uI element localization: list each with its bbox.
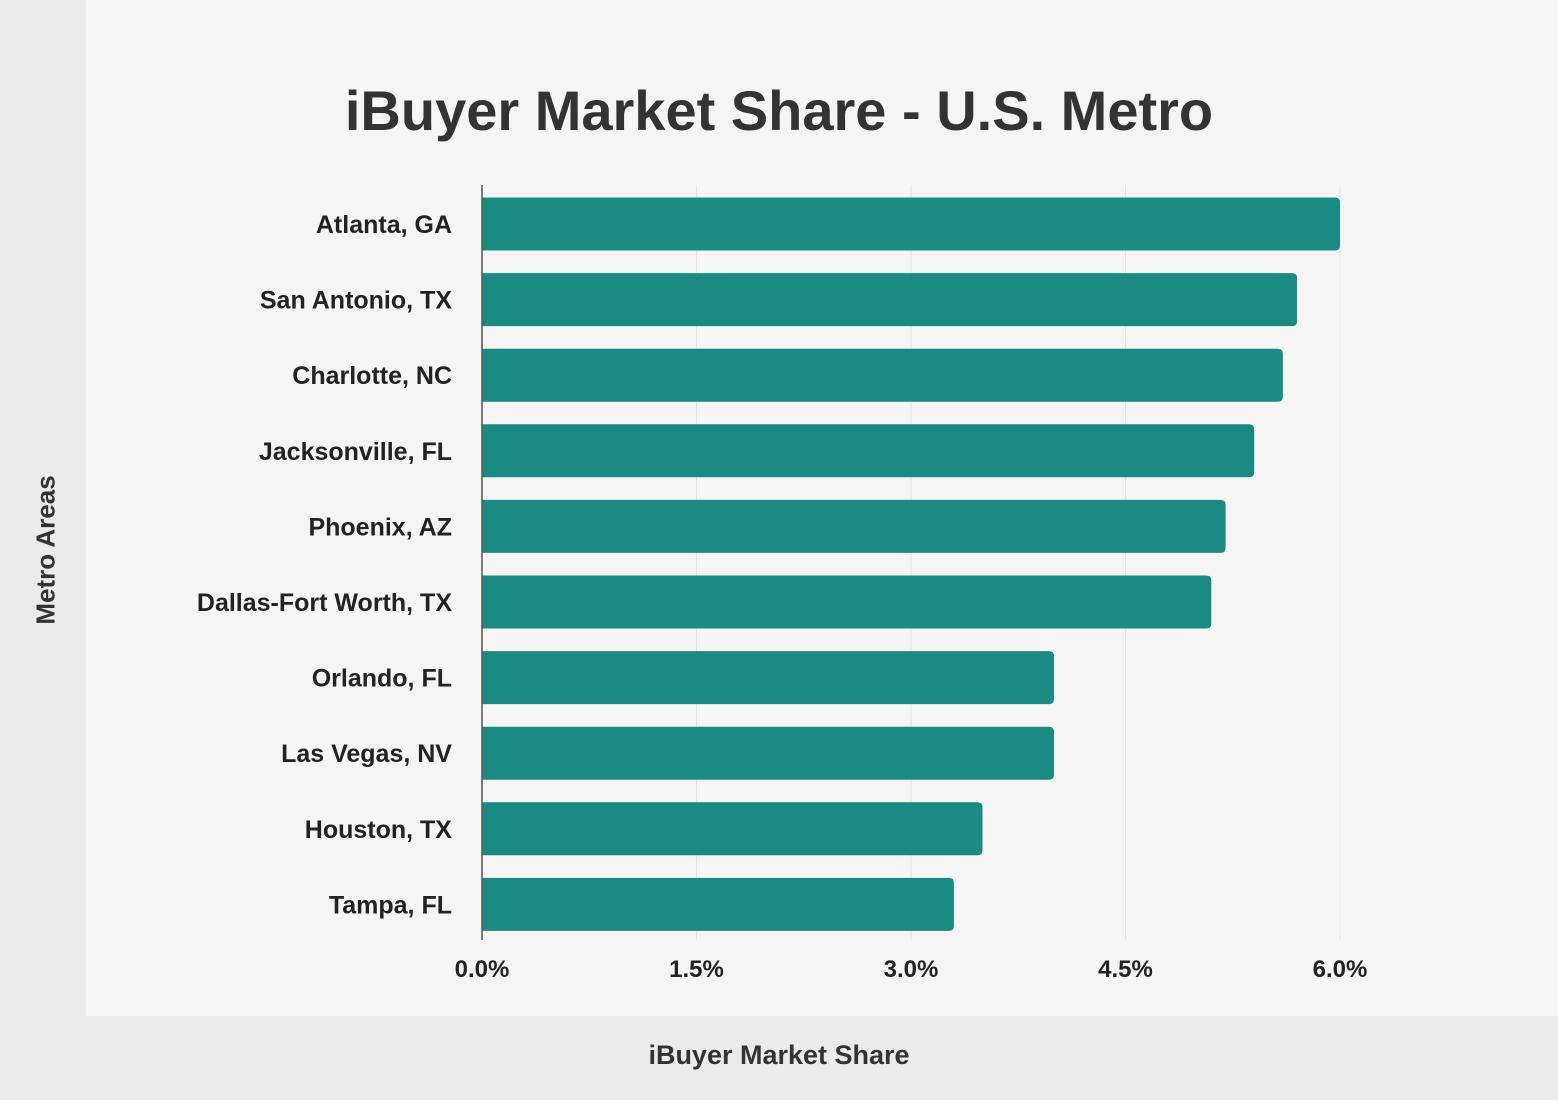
bar <box>482 424 1255 478</box>
bar <box>482 499 1226 553</box>
bar <box>482 651 1054 705</box>
category-label: Orlando, FL <box>312 665 452 693</box>
category-label: Jacksonville, FL <box>259 438 452 466</box>
bar <box>482 877 954 931</box>
x-tick-label: 0.0% <box>455 956 510 983</box>
bar <box>482 575 1212 629</box>
bar <box>482 348 1283 402</box>
category-label: San Antonio, TX <box>260 287 452 315</box>
x-tick-label: 6.0% <box>1313 956 1368 983</box>
category-label: Dallas-Fort Worth, TX <box>197 589 452 617</box>
bars <box>482 197 1340 931</box>
chart-title: iBuyer Market Share - U.S. Metro <box>344 79 1214 142</box>
x-axis-title: iBuyer Market Share <box>648 1040 910 1070</box>
category-label: Las Vegas, NV <box>281 740 452 768</box>
category-label: Atlanta, GA <box>316 211 452 239</box>
bar <box>482 273 1298 327</box>
category-label: Tampa, FL <box>329 891 452 919</box>
x-tick-label: 4.5% <box>1098 956 1153 983</box>
left-band <box>0 0 86 1100</box>
bar <box>482 197 1340 251</box>
bottom-band <box>86 1016 1558 1100</box>
category-label: Houston, TX <box>305 816 453 844</box>
x-tick-label: 1.5% <box>669 956 724 983</box>
category-labels: Atlanta, GA San Antonio, TX Charlotte, NC J… <box>197 211 452 919</box>
bar <box>482 726 1054 780</box>
category-label: Charlotte, NC <box>292 362 452 390</box>
category-label: Phoenix, AZ <box>308 513 452 541</box>
bar <box>482 802 983 856</box>
x-tick-labels: 0.0% 1.5% 3.0% 4.5% 6.0% <box>455 956 1368 983</box>
x-tick-label: 3.0% <box>884 956 939 983</box>
